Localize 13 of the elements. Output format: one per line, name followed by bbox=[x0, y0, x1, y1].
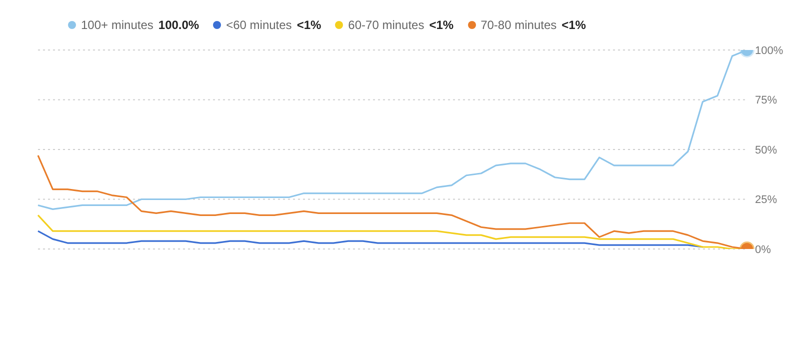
y-tick-label: 75% bbox=[755, 94, 778, 107]
legend-label: <60 minutes bbox=[226, 18, 292, 32]
text: <1% bbox=[562, 18, 586, 32]
legend-label: 100+ minutes bbox=[81, 18, 154, 32]
text: <1% bbox=[429, 18, 454, 32]
y-tick-label: 0% bbox=[755, 244, 772, 256]
y-tick-label: 100% bbox=[755, 44, 784, 57]
text: <1% bbox=[296, 18, 322, 32]
legend-label: 70-80 minutes bbox=[480, 18, 557, 32]
legend-label: 60-70 minutes bbox=[348, 18, 424, 32]
y-tick-label: 25% bbox=[755, 194, 778, 206]
text: 100.0% bbox=[158, 18, 200, 32]
y-tick-label: 50% bbox=[755, 144, 778, 156]
